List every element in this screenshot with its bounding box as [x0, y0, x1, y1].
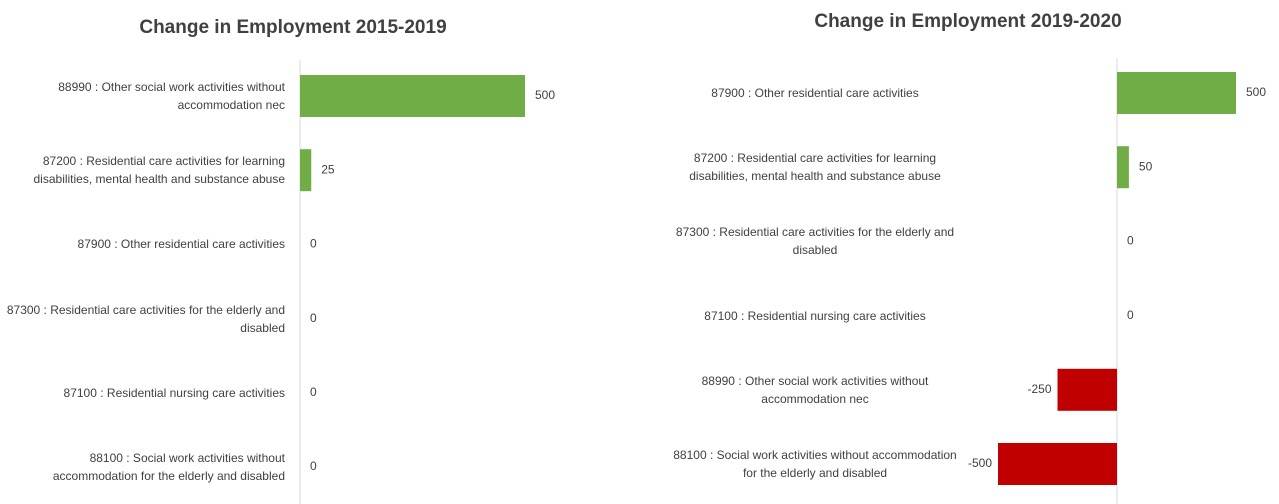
value-label: 0 — [310, 385, 317, 399]
category-label: 87200 : Residential care activities for … — [33, 154, 286, 187]
category-label: 87200 : Residential care activities for … — [689, 151, 941, 184]
value-label: 0 — [1127, 308, 1134, 322]
category-label: 88990 : Other social work activities wit… — [701, 373, 929, 406]
value-label: 25 — [321, 162, 335, 176]
bar — [1117, 146, 1129, 189]
value-label: 0 — [310, 311, 317, 325]
bar — [300, 75, 525, 117]
category-label: 87300 : Residential care activities for … — [6, 302, 285, 335]
value-label: -250 — [1027, 382, 1051, 396]
bar — [1117, 72, 1236, 114]
category-label: 87100 : Residential nursing care activit… — [704, 308, 926, 323]
chart-title: Change in Employment 2019-2020 — [814, 11, 1121, 32]
category-label: 87900 : Other residential care activitie… — [711, 86, 919, 100]
bar — [998, 443, 1117, 485]
value-label: 500 — [535, 88, 555, 102]
bar — [300, 149, 312, 192]
category-label: 88100 : Social work activities without a… — [52, 451, 285, 483]
category-label: 87300 : Residential care activities for … — [675, 225, 955, 258]
category-label: 87900 : Other residential care activitie… — [77, 237, 285, 252]
value-label: 50 — [1139, 159, 1153, 173]
category-label: 87100 : Residential nursing care activit… — [63, 385, 285, 400]
chart-title: Change in Employment 2015-2019 — [139, 17, 446, 38]
value-label: 0 — [310, 459, 317, 473]
bar — [1057, 368, 1117, 411]
value-label: 0 — [310, 237, 317, 251]
value-label: 500 — [1246, 85, 1266, 99]
category-label: 88990 : Other social work activities wit… — [58, 80, 285, 112]
value-label: -500 — [968, 456, 992, 470]
value-label: 0 — [1127, 234, 1134, 248]
category-label: 88100 : Social work activities without a… — [673, 448, 957, 480]
